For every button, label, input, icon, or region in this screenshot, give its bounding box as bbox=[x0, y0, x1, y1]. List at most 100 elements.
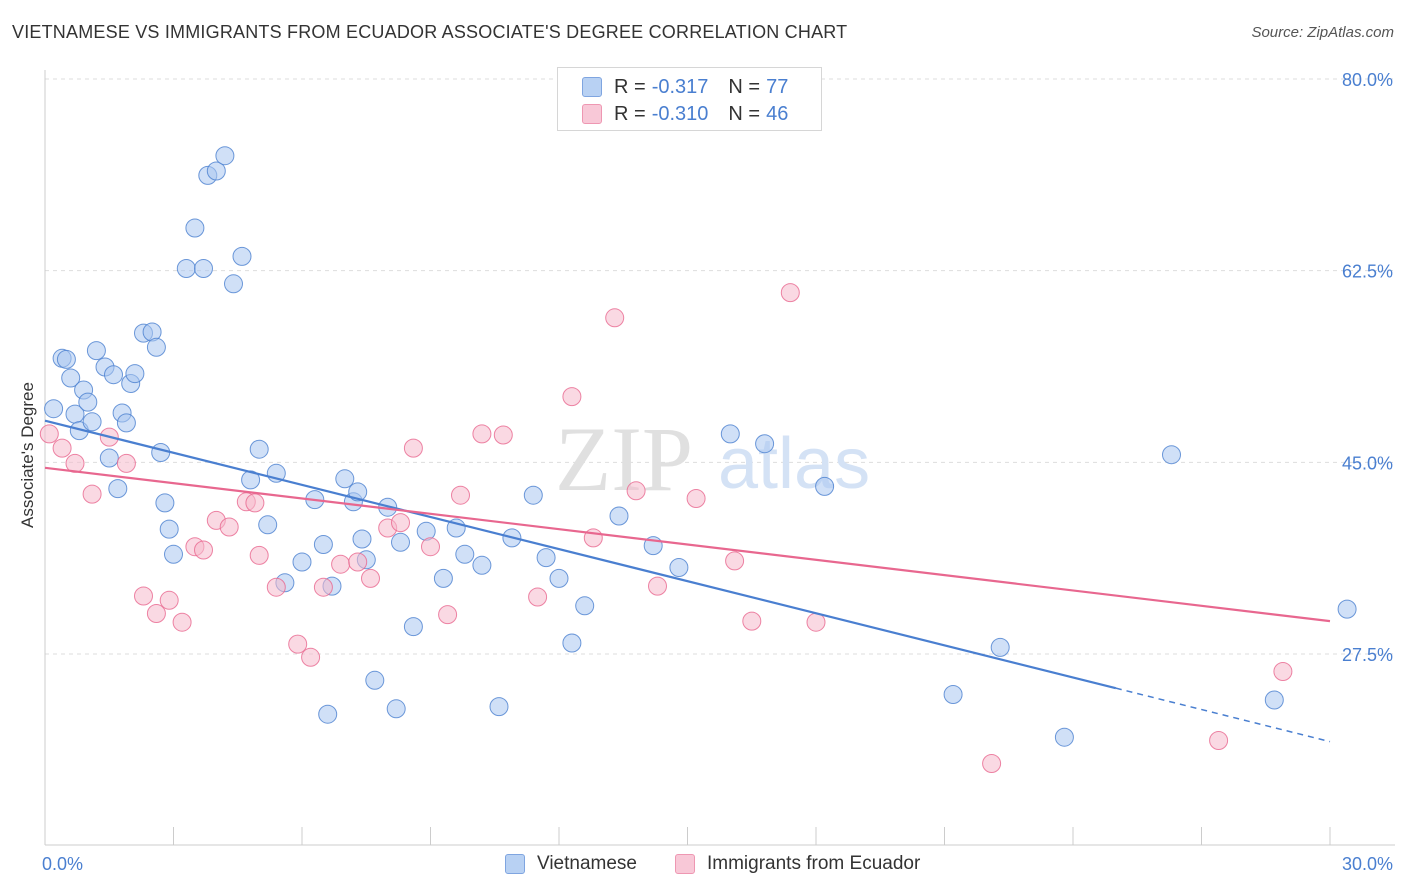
data-point bbox=[146, 337, 166, 357]
data-point bbox=[104, 365, 123, 385]
data-point bbox=[455, 544, 475, 564]
data-point bbox=[348, 482, 368, 502]
y-axis-label: Associate's Degree bbox=[18, 382, 37, 528]
data-point bbox=[1209, 731, 1229, 750]
legend-r-value: -0.310 bbox=[651, 102, 709, 125]
data-point bbox=[391, 532, 410, 552]
watermark-zip: ZIP bbox=[555, 408, 693, 510]
data-point bbox=[451, 485, 470, 505]
data-point bbox=[990, 637, 1010, 657]
series-ecuador bbox=[39, 283, 1293, 773]
data-point bbox=[755, 434, 775, 454]
bottom-legend-ecuador: Immigrants from Ecuador bbox=[675, 852, 920, 876]
data-point bbox=[605, 308, 625, 328]
watermark-atlas: atlas bbox=[718, 424, 870, 504]
x-tick-label-max: 30.0% bbox=[1342, 854, 1393, 874]
data-point bbox=[176, 259, 196, 278]
data-point bbox=[39, 424, 59, 444]
data-point bbox=[403, 617, 423, 637]
legend-n-label: N = bbox=[728, 75, 761, 98]
data-point bbox=[172, 612, 192, 632]
gridlines bbox=[45, 78, 1395, 655]
data-point bbox=[219, 517, 239, 537]
legend-r-label: R = bbox=[614, 102, 646, 125]
data-point bbox=[44, 399, 64, 419]
data-point bbox=[151, 443, 171, 462]
data-point bbox=[720, 424, 740, 444]
data-point bbox=[1054, 727, 1074, 747]
data-point bbox=[116, 453, 136, 473]
data-point bbox=[536, 548, 556, 568]
data-point bbox=[313, 535, 333, 554]
legend-n-label: N = bbox=[728, 102, 761, 125]
data-point bbox=[99, 448, 119, 468]
legend-n-value: 77 bbox=[766, 75, 789, 98]
data-point bbox=[648, 576, 667, 596]
correlation-legend: R = -0.317 N = 77 R = -0.310 N = 46 bbox=[557, 67, 822, 131]
x-ticks bbox=[44, 827, 1331, 845]
data-point bbox=[206, 161, 226, 181]
data-point bbox=[433, 568, 453, 588]
data-point bbox=[249, 439, 269, 459]
data-point bbox=[562, 387, 582, 407]
x-tick-label-min: 0.0% bbox=[42, 854, 83, 874]
data-point bbox=[86, 341, 106, 361]
data-point bbox=[232, 246, 252, 266]
data-point bbox=[335, 469, 355, 489]
data-point bbox=[1337, 599, 1357, 619]
data-point bbox=[116, 413, 136, 433]
data-point bbox=[301, 647, 321, 667]
axes bbox=[44, 70, 1395, 846]
data-point bbox=[549, 568, 569, 588]
data-point bbox=[194, 259, 213, 278]
data-point bbox=[134, 586, 153, 606]
legend-r-label: R = bbox=[614, 75, 646, 98]
legend-swatch-pink bbox=[582, 104, 602, 124]
data-point bbox=[725, 551, 745, 571]
chart-title: VIETNAMESE VS IMMIGRANTS FROM ECUADOR AS… bbox=[12, 22, 848, 42]
data-point bbox=[352, 529, 372, 549]
y-tick-label: 62.5% bbox=[1342, 262, 1393, 282]
data-point bbox=[108, 479, 128, 499]
data-point bbox=[489, 697, 509, 717]
data-point bbox=[185, 218, 205, 238]
trend-line bbox=[44, 466, 1331, 623]
data-point bbox=[361, 568, 380, 588]
legend-row-ecuador: R = -0.310 N = 46 bbox=[582, 101, 788, 127]
y-tick-label: 80.0% bbox=[1342, 70, 1393, 90]
bottom-legend-vietnamese: Vietnamese bbox=[505, 852, 637, 876]
data-point bbox=[82, 412, 102, 432]
data-point bbox=[742, 611, 762, 631]
data-point bbox=[386, 699, 406, 719]
data-point bbox=[523, 485, 543, 505]
data-point bbox=[403, 438, 423, 458]
data-point bbox=[78, 392, 98, 412]
bottom-legend-label: Immigrants from Ecuador bbox=[707, 853, 921, 874]
data-point bbox=[331, 554, 351, 574]
data-point bbox=[313, 577, 333, 597]
data-point bbox=[609, 506, 629, 526]
data-point bbox=[194, 540, 213, 560]
data-point bbox=[575, 596, 595, 616]
data-point bbox=[686, 489, 706, 508]
data-point bbox=[125, 364, 145, 384]
data-point bbox=[438, 605, 458, 625]
data-point bbox=[391, 513, 410, 533]
data-point bbox=[224, 274, 243, 294]
trend-lines bbox=[44, 419, 1331, 743]
watermark: ZIP atlas bbox=[555, 408, 870, 510]
data-point bbox=[562, 633, 582, 653]
bottom-legend-swatch-pink bbox=[675, 854, 695, 874]
data-point bbox=[528, 587, 548, 607]
data-point bbox=[258, 515, 278, 535]
data-point bbox=[982, 754, 1002, 773]
data-point bbox=[1162, 445, 1181, 465]
data-point bbox=[288, 634, 308, 654]
data-point bbox=[348, 552, 368, 572]
data-point bbox=[421, 537, 440, 557]
data-point bbox=[943, 685, 963, 704]
bottom-legend-swatch-blue bbox=[505, 854, 525, 874]
y-tick-label: 27.5% bbox=[1342, 645, 1393, 665]
data-point bbox=[1264, 690, 1284, 710]
data-point bbox=[155, 493, 175, 513]
